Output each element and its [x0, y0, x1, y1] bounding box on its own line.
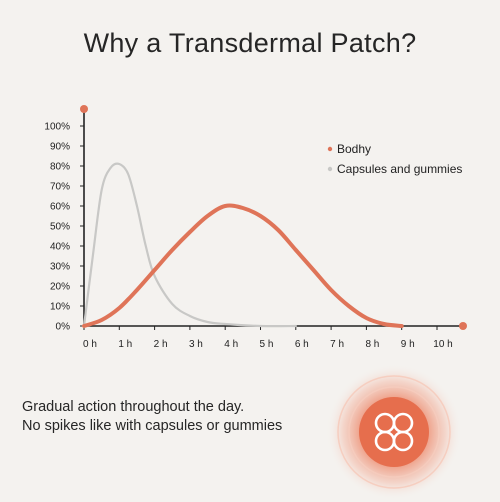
y-tick-label: 30%	[50, 262, 70, 273]
four-circles-flower-icon	[374, 412, 414, 452]
y-tick-label: 70%	[50, 182, 70, 193]
badge-core	[359, 397, 429, 467]
x-tick-label: 3 h	[189, 339, 203, 350]
caption-line-2: No spikes like with capsules or gummies	[22, 418, 283, 434]
caption: Gradual action throughout the day. No sp…	[22, 398, 282, 436]
y-tick-label: 100%	[44, 122, 70, 133]
x-tick-label: 10 h	[433, 339, 452, 350]
y-tick-label: 60%	[50, 202, 70, 213]
y-tick-label: 0%	[56, 322, 71, 333]
x-tick-label: 6 h	[295, 339, 309, 350]
x-tick-label: 9 h	[401, 339, 415, 350]
legend-label: Bodhy	[337, 142, 371, 156]
y-axis-end-dot	[80, 105, 88, 113]
x-tick-label: 0 h	[83, 339, 97, 350]
legend-label: Capsules and gummies	[337, 162, 462, 176]
x-axis-end-dot	[459, 322, 467, 330]
y-tick-label: 40%	[50, 242, 70, 253]
series-line-bodhy	[82, 203, 404, 328]
x-tick-label: 2 h	[154, 339, 168, 350]
badge-ring-outer	[337, 375, 451, 489]
y-tick-label: 50%	[50, 222, 70, 233]
x-tick-label: 5 h	[260, 339, 274, 350]
patch-badge	[326, 364, 462, 500]
page-title: Why a Transdermal Patch?	[83, 28, 417, 58]
badge-ring-middle	[348, 386, 440, 478]
legend-marker	[327, 146, 333, 152]
x-tick-label: 7 h	[330, 339, 344, 350]
y-tick-label: 20%	[50, 282, 70, 293]
y-tick-label: 90%	[50, 142, 70, 153]
series-line-capsules	[82, 162, 297, 328]
x-tick-label: 8 h	[365, 339, 379, 350]
legend-marker	[327, 166, 333, 172]
x-tick-label: 4 h	[224, 339, 238, 350]
x-tick-label: 1 h	[118, 339, 132, 350]
caption-line-1: Gradual action throughout the day.	[22, 399, 245, 415]
y-tick-label: 10%	[50, 302, 70, 313]
y-tick-label: 80%	[50, 162, 70, 173]
